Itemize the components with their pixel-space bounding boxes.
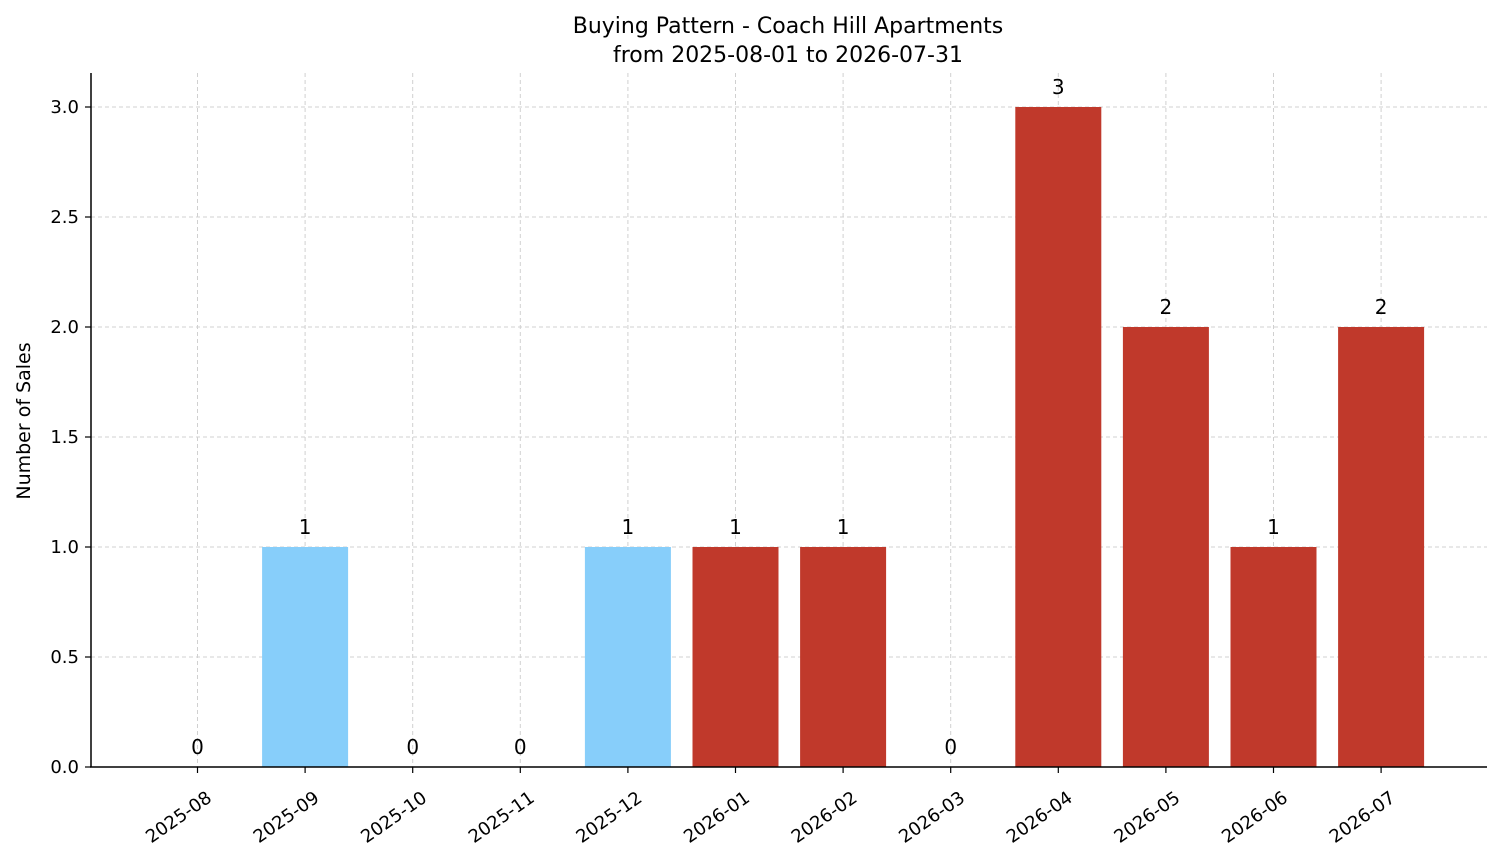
x-tick-label-2026-06: 2026-06 bbox=[1218, 787, 1292, 847]
value-label-2025-08: 0 bbox=[191, 735, 204, 759]
x-ticks: 2025-08 2025-09 2025-10 2025-11 2025-12 2026-… bbox=[142, 767, 1399, 848]
y-tick-label: 0.5 bbox=[50, 647, 79, 668]
x-tick-label-2025-08: 2025-08 bbox=[142, 787, 216, 847]
chart-subtitle: from 2025-08-01 to 2026-07-31 bbox=[613, 43, 963, 68]
y-tick-label: 0.0 bbox=[50, 757, 79, 778]
x-tick-label-2025-09: 2025-09 bbox=[250, 787, 324, 847]
bar-2026-02 bbox=[800, 547, 887, 767]
value-label-2026-07: 2 bbox=[1375, 295, 1388, 319]
bars bbox=[262, 107, 1425, 767]
bar-2026-06 bbox=[1230, 547, 1317, 767]
value-label-2026-04: 3 bbox=[1052, 75, 1065, 99]
bar-2025-12 bbox=[584, 547, 671, 767]
x-tick-label-2026-03: 2026-03 bbox=[895, 787, 969, 847]
bar-2025-09 bbox=[262, 547, 349, 767]
value-label-2025-12: 1 bbox=[622, 515, 635, 539]
value-label-2025-09: 1 bbox=[299, 515, 312, 539]
bar-2026-07 bbox=[1338, 327, 1425, 767]
bar-2026-05 bbox=[1122, 327, 1209, 767]
value-label-2026-05: 2 bbox=[1160, 295, 1173, 319]
value-labels: 0 1 0 0 1 1 1 0 3 2 1 2 bbox=[191, 75, 1387, 759]
value-label-2025-11: 0 bbox=[514, 735, 527, 759]
value-label-2026-01: 1 bbox=[729, 515, 742, 539]
x-tick-label-2026-01: 2026-01 bbox=[680, 787, 754, 847]
y-tick-label: 2.0 bbox=[50, 317, 79, 338]
value-label-2026-03: 0 bbox=[944, 735, 957, 759]
chart-title: Buying Pattern - Coach Hill Apartments bbox=[573, 14, 1004, 39]
y-tick-label: 1.5 bbox=[50, 427, 79, 448]
y-tick-label: 2.5 bbox=[50, 207, 79, 228]
x-tick-label-2025-12: 2025-12 bbox=[572, 787, 646, 847]
bar-2026-01 bbox=[692, 547, 779, 767]
y-tick-label: 3.0 bbox=[50, 97, 79, 118]
x-tick-label-2026-05: 2026-05 bbox=[1110, 787, 1184, 847]
axes bbox=[90, 73, 1487, 768]
value-label-2026-02: 1 bbox=[837, 515, 850, 539]
y-axis-label: Number of Sales bbox=[13, 342, 35, 499]
x-tick-label-2026-02: 2026-02 bbox=[788, 787, 862, 847]
x-tick-label-2025-10: 2025-10 bbox=[357, 787, 431, 847]
bar-2026-04 bbox=[1015, 107, 1102, 767]
y-tick-label: 1.0 bbox=[50, 537, 79, 558]
value-label-2025-10: 0 bbox=[406, 735, 419, 759]
x-tick-label-2026-04: 2026-04 bbox=[1003, 787, 1077, 847]
value-label-2026-06: 1 bbox=[1267, 515, 1280, 539]
y-ticks: 0.0 0.5 1.0 1.5 2.0 2.5 3.0 bbox=[50, 97, 91, 778]
x-tick-label-2025-11: 2025-11 bbox=[465, 787, 539, 847]
x-tick-label-2026-07: 2026-07 bbox=[1326, 787, 1400, 847]
